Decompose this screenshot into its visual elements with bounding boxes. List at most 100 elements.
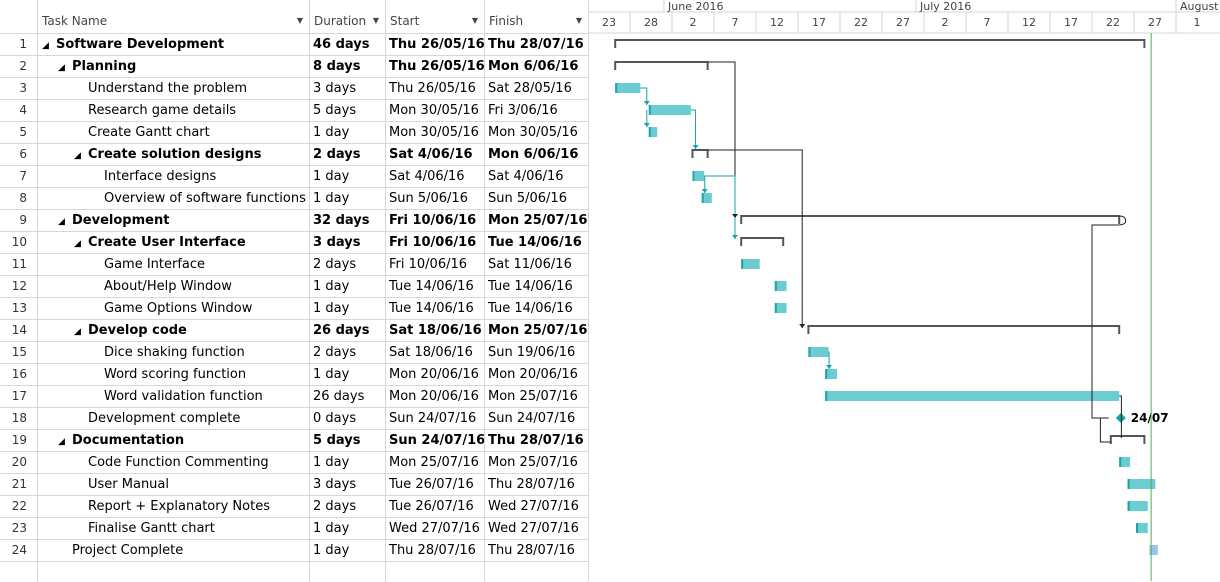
start-cell[interactable]: Wed 27/07/16 bbox=[386, 518, 485, 539]
task-name-cell[interactable]: Code Function Commenting bbox=[38, 452, 310, 473]
chevron-down-icon[interactable]: ▼ bbox=[296, 16, 303, 25]
table-row[interactable]: 20 Code Function Commenting 1 day Mon 25/07… bbox=[0, 451, 588, 473]
finish-cell[interactable]: Mon 30/05/16 bbox=[488, 125, 578, 140]
table-row[interactable]: 12 About/Help Window 1 day Tue 14/06/16 Tue … bbox=[0, 275, 588, 297]
duration-cell[interactable]: 1 day bbox=[310, 188, 386, 209]
start-cell[interactable]: Sat 4/06/16 bbox=[386, 144, 485, 165]
task-name-cell[interactable]: ◢ Create solution designs bbox=[38, 144, 310, 165]
table-row[interactable]: 19 ◢ Documentation 5 days Sun 24/07/16 Thu 28… bbox=[0, 429, 588, 451]
start-cell[interactable]: Mon 30/05/16 bbox=[386, 122, 485, 143]
duration-cell[interactable]: 1 day bbox=[310, 276, 386, 297]
duration-cell[interactable]: 26 days bbox=[310, 386, 386, 407]
task-name-cell[interactable]: Research game details bbox=[38, 100, 310, 121]
task-name-cell[interactable]: Word scoring function bbox=[38, 364, 310, 385]
table-row[interactable]: 18 Development complete 0 days Sun 24/07/16… bbox=[0, 407, 588, 429]
start-cell[interactable]: Mon 30/05/16 bbox=[386, 100, 485, 121]
row-number[interactable]: 18 bbox=[0, 408, 38, 429]
task-name-cell[interactable]: Word validation function bbox=[38, 386, 310, 407]
task-name-cell[interactable]: Dice shaking function bbox=[38, 342, 310, 363]
duration-cell[interactable]: 1 day bbox=[310, 122, 386, 143]
start-cell[interactable]: Tue 26/07/16 bbox=[386, 474, 485, 495]
duration-cell[interactable]: 46 days bbox=[310, 34, 386, 55]
row-number[interactable]: 19 bbox=[0, 430, 38, 451]
table-row[interactable]: 23 Finalise Gantt chart 1 day Wed 27/07/16 W… bbox=[0, 517, 588, 539]
finish-cell[interactable]: Mon 25/07/16 bbox=[488, 389, 578, 404]
start-cell[interactable]: Thu 26/05/16 bbox=[386, 78, 485, 99]
finish-cell[interactable]: Mon 6/06/16 bbox=[488, 59, 579, 74]
duration-cell[interactable]: 1 day bbox=[310, 364, 386, 385]
start-cell[interactable]: Sun 24/07/16 bbox=[386, 408, 485, 429]
collapse-triangle-icon[interactable]: ◢ bbox=[58, 437, 65, 447]
finish-cell[interactable]: Mon 25/07/16 bbox=[488, 323, 588, 338]
task-name-cell[interactable]: ◢ Planning bbox=[38, 56, 310, 77]
row-number[interactable]: 24 bbox=[0, 540, 38, 561]
duration-cell[interactable]: 3 days bbox=[310, 78, 386, 99]
table-row[interactable]: 16 Word scoring function 1 day Mon 20/06/16… bbox=[0, 363, 588, 385]
duration-cell[interactable]: 5 days bbox=[310, 100, 386, 121]
finish-cell[interactable]: Thu 28/07/16 bbox=[488, 477, 575, 492]
task-name-cell[interactable]: ◢ Create User Interface bbox=[38, 232, 310, 253]
duration-cell[interactable]: 5 days bbox=[310, 430, 386, 451]
row-number[interactable]: 17 bbox=[0, 386, 38, 407]
duration-cell[interactable] bbox=[310, 562, 386, 582]
task-name-cell[interactable]: User Manual bbox=[38, 474, 310, 495]
task-name-cell[interactable]: ◢ Software Development bbox=[38, 34, 310, 55]
task-name-cell[interactable]: Understand the problem bbox=[38, 78, 310, 99]
collapse-triangle-icon[interactable]: ◢ bbox=[74, 151, 81, 161]
duration-cell[interactable]: 2 days bbox=[310, 496, 386, 517]
finish-cell[interactable]: Thu 28/07/16 bbox=[488, 543, 575, 558]
finish-cell[interactable]: Mon 20/06/16 bbox=[488, 367, 578, 382]
duration-header[interactable]: Duration ▼ bbox=[310, 0, 386, 33]
table-row[interactable]: 1 ◢ Software Development 46 days Thu 26/05/1… bbox=[0, 33, 588, 55]
row-number[interactable]: 12 bbox=[0, 276, 38, 297]
row-number[interactable]: 1 bbox=[0, 34, 38, 55]
row-number[interactable]: 2 bbox=[0, 56, 38, 77]
task-name-cell[interactable]: ◢ Develop code bbox=[38, 320, 310, 341]
start-cell[interactable]: Sun 5/06/16 bbox=[386, 188, 485, 209]
row-number[interactable]: 5 bbox=[0, 122, 38, 143]
finish-cell[interactable]: Sun 5/06/16 bbox=[488, 191, 567, 206]
duration-cell[interactable]: 1 day bbox=[310, 166, 386, 187]
row-number[interactable]: 9 bbox=[0, 210, 38, 231]
start-cell[interactable]: Tue 14/06/16 bbox=[386, 298, 485, 319]
start-cell[interactable]: Sat 18/06/16 bbox=[386, 342, 485, 363]
duration-cell[interactable]: 2 days bbox=[310, 144, 386, 165]
start-cell[interactable]: Thu 28/07/16 bbox=[386, 540, 485, 561]
task-name-cell[interactable]: ◢ Documentation bbox=[38, 430, 310, 451]
row-number[interactable]: 13 bbox=[0, 298, 38, 319]
table-row[interactable]: 10 ◢ Create User Interface 3 days Fri 10/06/… bbox=[0, 231, 588, 253]
finish-cell[interactable]: Tue 14/06/16 bbox=[488, 235, 582, 250]
start-cell[interactable]: Fri 10/06/16 bbox=[386, 254, 485, 275]
duration-cell[interactable]: 26 days bbox=[310, 320, 386, 341]
start-cell[interactable]: Mon 20/06/16 bbox=[386, 364, 485, 385]
start-header[interactable]: Start ▼ bbox=[386, 0, 485, 33]
row-number[interactable]: 8 bbox=[0, 188, 38, 209]
table-row[interactable]: 9 ◢ Development 32 days Fri 10/06/16 Mon 25/0… bbox=[0, 209, 588, 231]
duration-cell[interactable]: 1 day bbox=[310, 452, 386, 473]
finish-cell[interactable]: Wed 27/07/16 bbox=[488, 521, 579, 536]
task-name-cell[interactable]: Overview of software functions bbox=[38, 188, 310, 209]
task-name-cell[interactable]: Game Interface bbox=[38, 254, 310, 275]
duration-cell[interactable]: 0 days bbox=[310, 408, 386, 429]
row-number[interactable]: 10 bbox=[0, 232, 38, 253]
finish-cell[interactable]: Sun 19/06/16 bbox=[488, 345, 576, 360]
row-number[interactable]: 14 bbox=[0, 320, 38, 341]
chevron-down-icon[interactable]: ▼ bbox=[372, 16, 379, 25]
duration-cell[interactable]: 3 days bbox=[310, 232, 386, 253]
task-name-cell[interactable]: Project Complete bbox=[38, 540, 310, 561]
row-number[interactable]: 7 bbox=[0, 166, 38, 187]
row-number[interactable]: 4 bbox=[0, 100, 38, 121]
table-row[interactable]: 13 Game Options Window 1 day Tue 14/06/16 Tu… bbox=[0, 297, 588, 319]
duration-cell[interactable]: 2 days bbox=[310, 342, 386, 363]
finish-cell[interactable]: Sat 11/06/16 bbox=[488, 257, 572, 272]
table-row[interactable]: 22 Report + Explanatory Notes 2 days Tue 26… bbox=[0, 495, 588, 517]
collapse-triangle-icon[interactable]: ◢ bbox=[74, 327, 81, 337]
finish-cell[interactable]: Mon 6/06/16 bbox=[488, 147, 579, 162]
task-name-header[interactable]: Task Name ▼ bbox=[38, 0, 310, 33]
table-row[interactable]: 8 Overview of software functions 1 day Sun … bbox=[0, 187, 588, 209]
row-number[interactable]: 23 bbox=[0, 518, 38, 539]
duration-cell[interactable]: 3 days bbox=[310, 474, 386, 495]
finish-cell[interactable]: Thu 28/07/16 bbox=[488, 433, 584, 448]
row-number[interactable]: 11 bbox=[0, 254, 38, 275]
task-name-cell[interactable] bbox=[38, 562, 310, 582]
